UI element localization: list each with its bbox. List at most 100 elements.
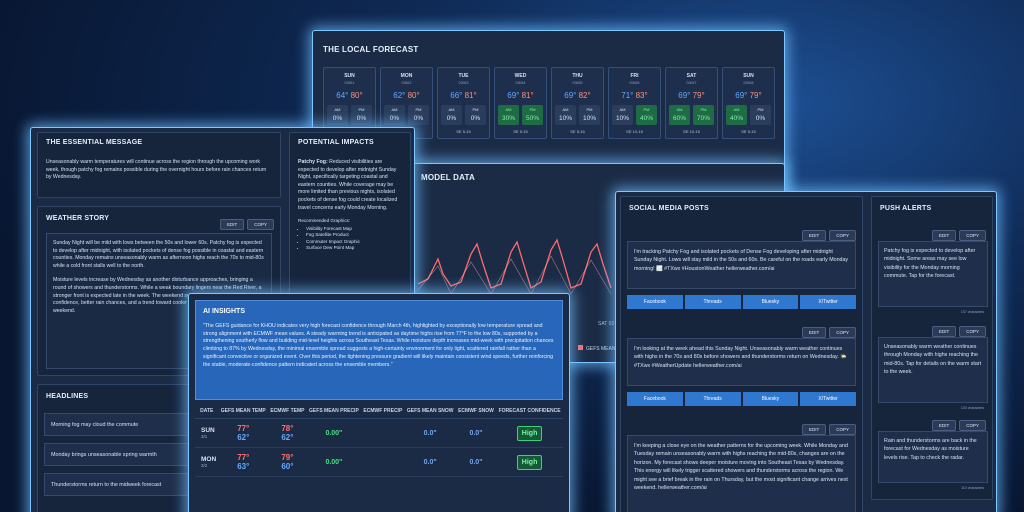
model-title: MODEL DATA bbox=[421, 173, 475, 182]
temp-high: 77° bbox=[237, 424, 250, 433]
network-button[interactable]: Facebook bbox=[627, 392, 683, 406]
copy-button[interactable]: COPY bbox=[247, 219, 274, 230]
char-count: 110 characters bbox=[961, 486, 984, 490]
copy-button[interactable]: COPY bbox=[829, 230, 856, 241]
table-row: SUN 3/1 77° 62° 78° 62° 0.00" 0.0" 0.0" High bbox=[195, 418, 563, 448]
am-label: AM bbox=[676, 107, 683, 112]
temps: 66° 81° bbox=[438, 91, 489, 100]
ecmwf-temp-cell: 79° 60° bbox=[268, 447, 307, 477]
legend-swatch bbox=[578, 345, 583, 350]
push-alert: Rain and thunderstorms are back in the f… bbox=[878, 431, 988, 483]
graphics-title: Recommended Graphics: bbox=[298, 218, 351, 224]
pm-precip: PM 0% bbox=[465, 105, 486, 125]
essential-title: THE ESSENTIAL MESSAGE bbox=[46, 139, 143, 146]
day-date: 03/05 bbox=[572, 80, 583, 85]
row-date: 3/2 bbox=[201, 463, 208, 468]
day-name: SUN bbox=[743, 73, 754, 79]
network-button[interactable]: Bluesky bbox=[742, 392, 799, 406]
gefs-temp-cell: 77° 62° bbox=[218, 418, 269, 448]
edit-button[interactable]: EDIT bbox=[801, 230, 827, 241]
pm-label: PM bbox=[415, 107, 422, 112]
copy-button[interactable]: COPY bbox=[829, 424, 856, 435]
day-card: SUN 03/08 69° 79° AM 40% PM 0% SE 5-15 bbox=[722, 67, 775, 139]
char-count: 137 characters bbox=[960, 310, 984, 314]
row-date: 3/1 bbox=[201, 434, 208, 439]
push-alert: Patchy fog is expected to develop after … bbox=[878, 241, 988, 307]
temps: 71° 83° bbox=[609, 91, 660, 100]
network-button[interactable]: Threads bbox=[684, 392, 741, 406]
edit-button[interactable]: EDIT bbox=[219, 219, 245, 230]
day-name: WED bbox=[514, 73, 527, 79]
precip: AM 10% PM 10% bbox=[552, 105, 603, 125]
am-label: AM bbox=[448, 107, 455, 112]
pm-precip: PM 70% bbox=[693, 105, 714, 125]
date-cell: SUN 3/1 bbox=[195, 418, 219, 448]
gefs-temp-cell: 77° 63° bbox=[218, 447, 269, 477]
network-button[interactable]: Bluesky bbox=[742, 295, 799, 309]
copy-button[interactable]: COPY bbox=[959, 420, 986, 431]
edit-button[interactable]: EDIT bbox=[801, 424, 827, 435]
network-button[interactable]: X/Twitter bbox=[800, 295, 856, 309]
edit-button[interactable]: EDIT bbox=[801, 327, 827, 338]
edit-button[interactable]: EDIT bbox=[931, 326, 957, 337]
high-temp: 79° bbox=[749, 91, 762, 100]
wind: SE 5-15 bbox=[570, 129, 585, 134]
day-date: 03/04 bbox=[515, 80, 526, 85]
pm-value: 0% bbox=[413, 115, 424, 122]
pm-label: PM bbox=[358, 107, 365, 112]
ecmwf-temp-cell: 78° 62° bbox=[268, 418, 307, 448]
copy-button[interactable]: COPY bbox=[959, 326, 986, 337]
temp-high: 79° bbox=[281, 453, 294, 462]
impacts-lead: Patchy Fog: bbox=[298, 159, 328, 165]
temp-low: 62° bbox=[281, 433, 294, 442]
pm-value: 50% bbox=[525, 115, 539, 122]
network-button[interactable]: Threads bbox=[684, 295, 741, 309]
network-button[interactable]: X/Twitter bbox=[800, 392, 856, 406]
pm-precip: PM 0% bbox=[750, 105, 771, 125]
am-value: 0% bbox=[446, 115, 457, 122]
confidence-cell: High bbox=[496, 418, 563, 448]
edit-button[interactable]: EDIT bbox=[931, 420, 957, 431]
precip: AM 0% PM 0% bbox=[381, 105, 432, 125]
pm-precip: PM 0% bbox=[351, 105, 372, 125]
precip: AM 10% PM 40% bbox=[609, 105, 660, 125]
precip: AM 0% PM 0% bbox=[438, 105, 489, 125]
table-row: MON 3/2 77° 63° 79° 60° 0.00" 0.0" 0.0" High bbox=[195, 447, 563, 477]
edit-button[interactable]: EDIT bbox=[931, 230, 957, 241]
temp-low: 60° bbox=[281, 462, 294, 471]
ai-table-wrap: DATE GEFS MEAN TEMP ECMWF TEMP GEFS MEAN PR… bbox=[195, 404, 563, 477]
high-temp: 80° bbox=[407, 91, 420, 100]
wind: SE 5-15 bbox=[741, 129, 756, 134]
pm-precip: PM 50% bbox=[522, 105, 543, 125]
ecmwf-snow-cell: 0.0" bbox=[455, 418, 497, 448]
headlines-title: HEADLINES bbox=[46, 393, 89, 400]
low-temp: 71° bbox=[621, 91, 634, 100]
confidence-badge: High bbox=[516, 425, 543, 441]
model-chart: SAT 03 GEFS MEAN bbox=[417, 238, 616, 352]
am-precip: AM 0% bbox=[327, 105, 348, 125]
day-card: FRI 03/06 71° 83° AM 10% PM 40% SE 10-15 bbox=[608, 67, 661, 139]
ai-text: "The GEFS guidance for KHOU indicates ve… bbox=[203, 323, 554, 368]
pm-label: PM bbox=[586, 107, 593, 112]
essential-text: Unseasonably warm temperatures will cont… bbox=[46, 159, 267, 181]
copy-button[interactable]: COPY bbox=[959, 230, 986, 241]
network-button[interactable]: Facebook bbox=[627, 295, 683, 309]
temps: 62° 80° bbox=[381, 91, 432, 100]
char-count: 130 characters bbox=[960, 406, 984, 410]
day-card: WED 03/04 69° 81° AM 30% PM 50% SE 5-15 bbox=[494, 67, 547, 139]
am-precip: AM 0% bbox=[441, 105, 462, 125]
copy-button[interactable]: COPY bbox=[829, 327, 856, 338]
push-alert: Unseasonably warm weather continues thro… bbox=[878, 337, 988, 403]
precip: AM 40% PM 0% bbox=[723, 105, 774, 125]
gefs-precip-cell: 0.00" bbox=[306, 418, 362, 448]
button-row: EDIT COPY bbox=[929, 414, 986, 432]
gefs-precip-cell: 0.00" bbox=[306, 447, 362, 477]
table-header: ECMWF TEMP bbox=[268, 404, 307, 419]
social-panel: SOCIAL MEDIA POSTS EDIT COPY I'm tracking … bbox=[615, 191, 997, 512]
row-day: SUN bbox=[201, 427, 215, 434]
pm-value: 0% bbox=[356, 115, 367, 122]
high-temp: 83° bbox=[635, 91, 648, 100]
am-value: 40% bbox=[729, 115, 743, 122]
push-box: PUSH ALERTS EDIT COPY Patchy fog is expect… bbox=[871, 196, 993, 500]
